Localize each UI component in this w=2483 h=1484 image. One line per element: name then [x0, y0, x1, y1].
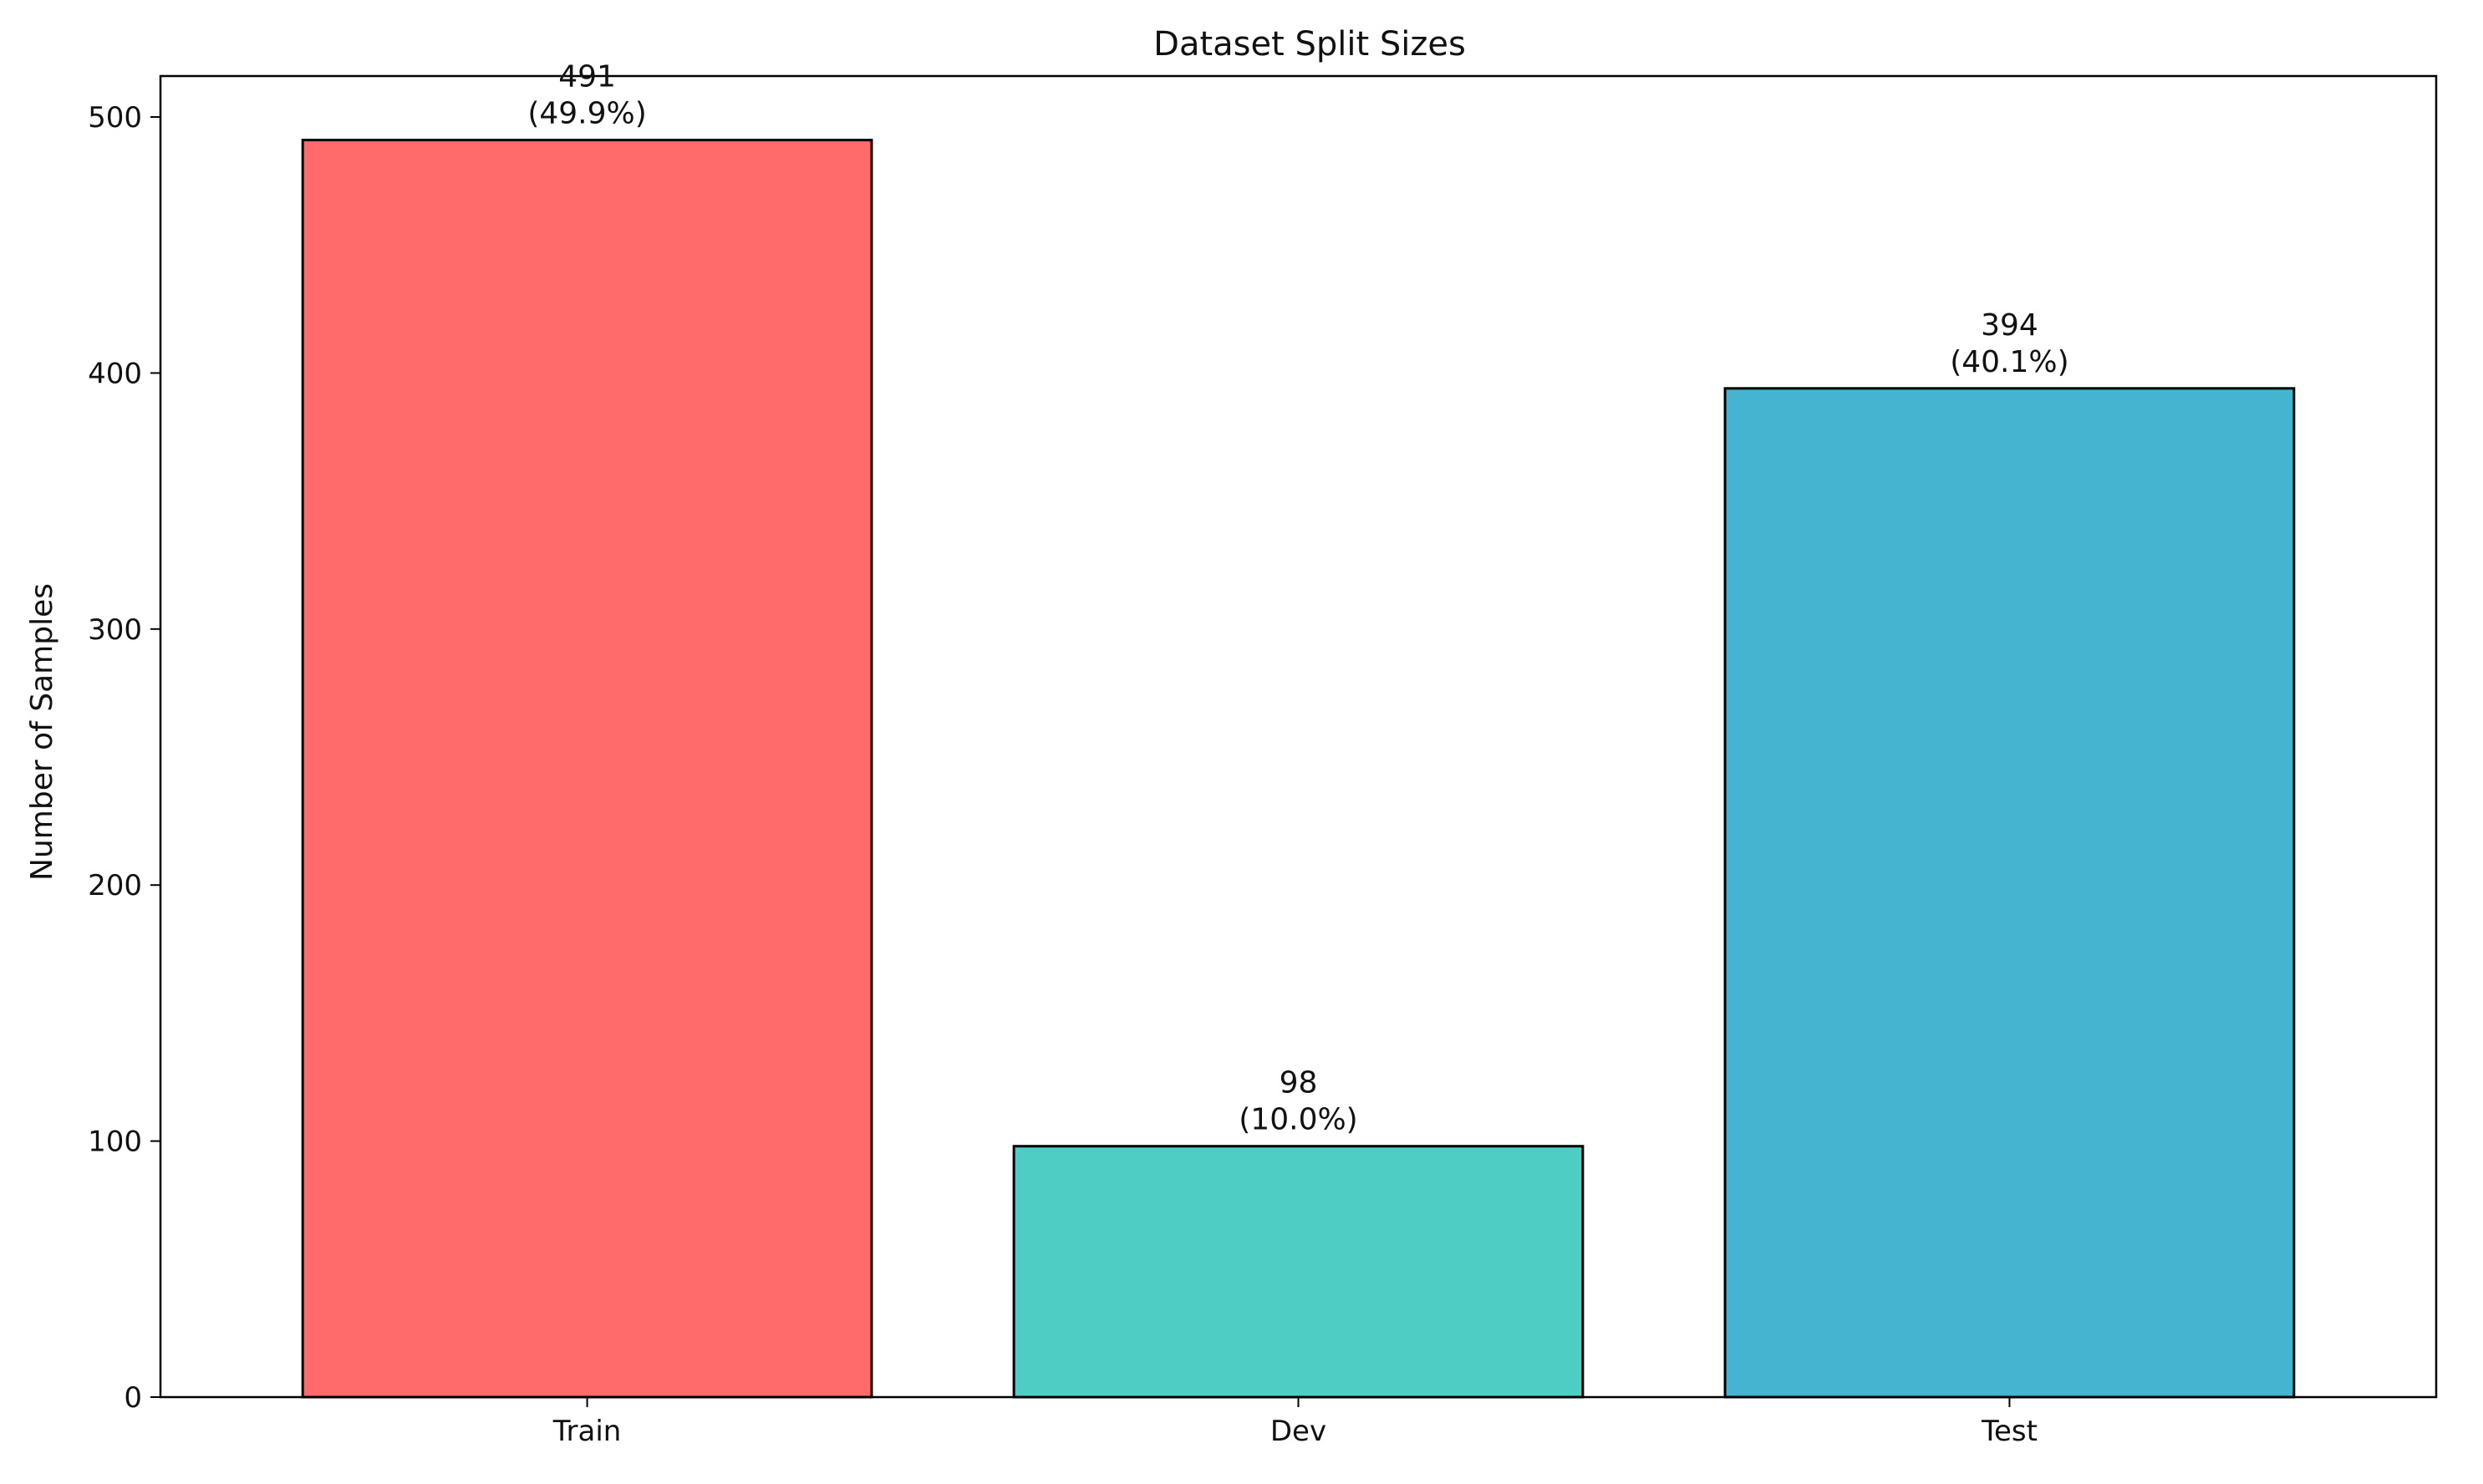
x-tick-label-dev: Dev: [1270, 1415, 1326, 1448]
chart-title: Dataset Split Sizes: [1153, 25, 1466, 64]
y-tick-label-100: 100: [88, 1126, 142, 1159]
bars-layer: [301, 139, 2296, 1399]
y-tick-label-0: 0: [124, 1381, 142, 1415]
x-tick-label-test: Test: [1981, 1415, 2038, 1448]
plot-frame: [159, 74, 2438, 1399]
y-tick-label-500: 500: [88, 101, 142, 135]
bar-value-label-test: 394: [1981, 308, 2038, 343]
bar-percent-label-train: (49.9%): [527, 97, 646, 131]
bar-value-label-dev: 98: [1280, 1066, 1318, 1100]
x-tick-label-train: Train: [552, 1415, 622, 1448]
y-tick-label-300: 300: [88, 613, 142, 647]
bar-percent-label-dev: (10.0%): [1239, 1103, 1357, 1137]
y-tick-label-200: 200: [88, 869, 142, 902]
bar-percent-label-test: (40.1%): [1950, 345, 2068, 379]
labels-layer: 491(49.9%) 98(10.0%) 394(40.1%): [527, 60, 2068, 1137]
y-tick-label-400: 400: [88, 357, 142, 390]
y-axis-label: Number of Samples: [25, 583, 59, 881]
bar-dev: [1012, 1145, 1585, 1399]
bar-value-label-train: 491: [558, 60, 616, 94]
bar-train: [301, 139, 873, 1399]
axes-layer: Train Dev Test 0 100 200 300 400 500: [88, 74, 2438, 1448]
bar-test: [1723, 387, 2296, 1399]
